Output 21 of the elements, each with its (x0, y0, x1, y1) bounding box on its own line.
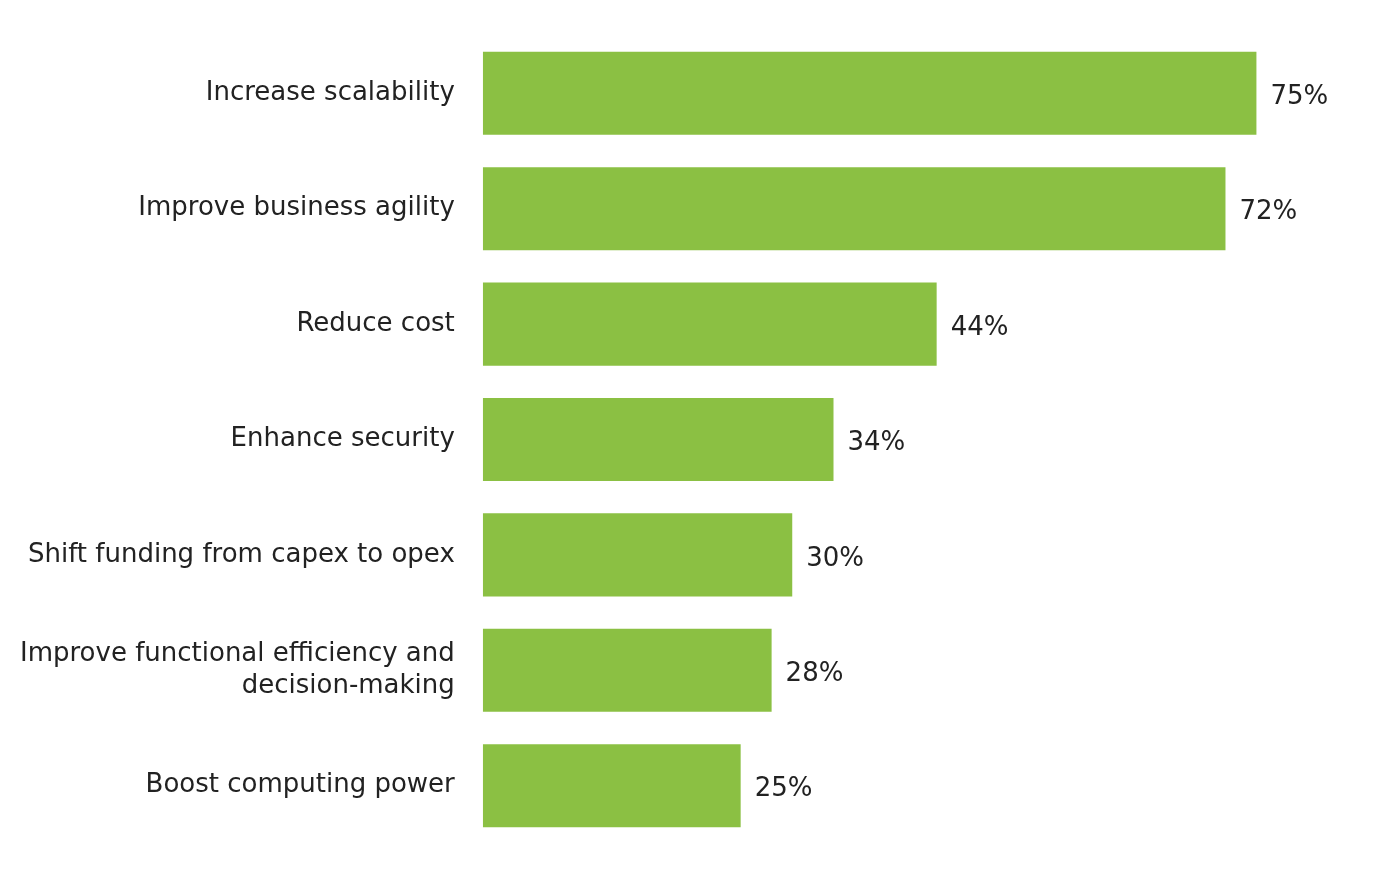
data-label: 30% (806, 541, 865, 572)
bar (482, 51, 1257, 135)
y-tick-label: Increase scalability (205, 76, 455, 107)
y-tick-label: Boost computing power (145, 768, 456, 799)
bar (482, 282, 937, 366)
y-tick-label: Improve business agility (138, 191, 455, 222)
bar (482, 513, 793, 597)
bar (482, 744, 741, 828)
data-label: 34% (847, 426, 906, 457)
data-label: 44% (950, 310, 1009, 341)
y-tick-label: Reduce cost (296, 306, 455, 337)
bar (482, 167, 1226, 251)
y-tick-label: Enhance security (230, 422, 455, 453)
data-label: 25% (754, 772, 813, 803)
data-label: 72% (1239, 195, 1298, 226)
bar (482, 628, 772, 712)
data-label: 75% (1270, 80, 1329, 111)
y-tick-label: Shift funding from capex to opex (27, 537, 455, 568)
data-label: 28% (785, 657, 844, 688)
y-tick-label: Improve functional efficiency and decision-making (19, 637, 455, 699)
bar (482, 397, 834, 482)
